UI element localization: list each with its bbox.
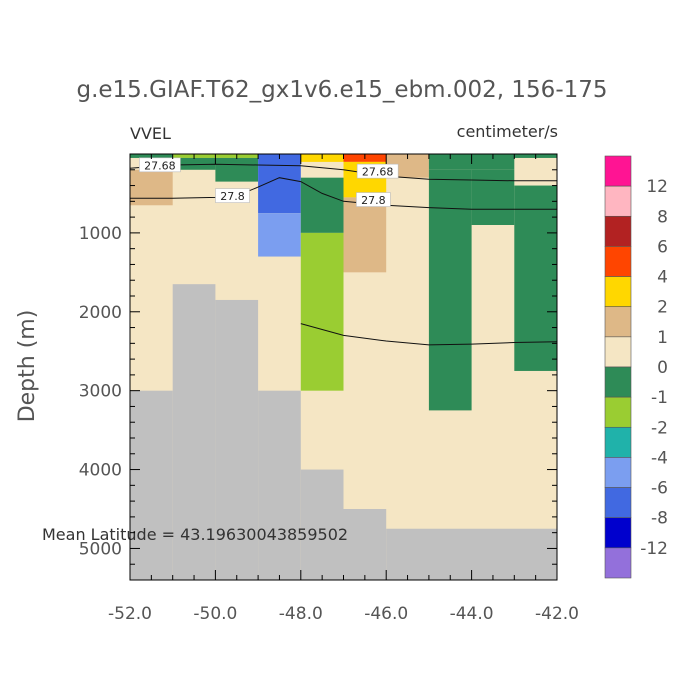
x-tick-label-1: -50.0	[193, 604, 237, 624]
colorbar-label-12: -12	[640, 539, 668, 559]
x-tick-label-3: -46.0	[364, 604, 408, 624]
plot-axes: -52.0 -50.0 -48.0 -46.0 -44.0 -42.0 1000 2000 30…	[79, 153, 579, 624]
y-tick-label-2: 3000	[79, 382, 122, 402]
velocity-cell-16	[471, 169, 515, 225]
colorbar-swatch-7	[604, 366, 632, 398]
units-label: centimeter/s	[457, 122, 558, 141]
contour-label-box-2	[356, 163, 399, 179]
land-mask-4	[300, 469, 344, 580]
y-tick-label-1: 2000	[79, 303, 122, 323]
colorbar-swatch-11	[604, 487, 632, 519]
land-mask-3	[258, 390, 301, 580]
colorbar: 12 8 6 4 2 1 0 -1 -2 -4 -6 -8 -12	[604, 155, 668, 579]
colorbar-swatch-0	[604, 155, 632, 187]
contour-label-2: 27.68	[362, 166, 394, 179]
colorbar-swatch-8	[604, 396, 632, 428]
colorbar-label-7: -1	[651, 388, 668, 408]
velocity-cell-12	[343, 197, 387, 273]
land-mask-0	[130, 390, 173, 580]
colorbar-swatch-4	[604, 276, 632, 308]
land-mask-5	[343, 509, 387, 580]
chart-title: g.e15.GIAF.T62_gx1v6.e15_ebm.002, 156-17…	[76, 77, 607, 103]
colorbar-swatch-9	[604, 426, 632, 458]
colorbar-label-9: -4	[651, 448, 668, 468]
colorbar-swatch-10	[604, 457, 632, 488]
contour-label-0: 27.68	[144, 159, 176, 172]
colorbar-label-5: 1	[657, 328, 668, 348]
y-tick-label-4: 5000	[79, 539, 122, 559]
colorbar-label-10: -6	[651, 479, 668, 499]
y-tick-label-0: 1000	[79, 224, 122, 244]
contour-line-2	[300, 323, 558, 346]
velocity-cell-18	[514, 185, 557, 371]
colorbar-label-3: 4	[657, 268, 668, 288]
colorbar-label-4: 2	[657, 298, 668, 318]
x-tick-label-0: -52.0	[108, 604, 152, 624]
velocity-cell-15	[428, 169, 472, 411]
colorbar-swatch-2	[604, 215, 632, 247]
x-tick-label-2: -48.0	[279, 604, 323, 624]
velocity-cell-3	[172, 157, 216, 170]
colorbar-label-11: -8	[651, 509, 668, 529]
colorbar-label-0: 12	[646, 177, 668, 197]
contour-label-box-0	[139, 157, 181, 173]
x-tick-label-4: -44.0	[450, 604, 494, 624]
contour-label-box-3	[356, 192, 391, 207]
variable-label: VVEL	[130, 124, 171, 143]
land-mask-2	[215, 299, 259, 580]
velocity-cell-9	[300, 232, 344, 391]
colorbar-label-8: -2	[651, 418, 668, 438]
velocity-cell-2	[130, 169, 173, 206]
colorbar-swatch-5	[604, 306, 632, 338]
colorbar-swatch-3	[604, 246, 632, 277]
colorbar-label-2: 6	[657, 237, 668, 257]
land-mask-1	[172, 284, 216, 580]
velocity-cell-5	[258, 154, 301, 214]
contour-lines: 27.68 27.8 27.68 27.8	[129, 157, 558, 346]
colorbar-swatch-13	[604, 547, 632, 579]
contour-label-3: 27.8	[361, 194, 386, 207]
velocity-cell-4	[215, 157, 259, 182]
x-tick-label-5: -42.0	[535, 604, 579, 624]
colorbar-swatch-12	[604, 517, 632, 549]
colorbar-swatch-1	[604, 185, 632, 217]
velocity-cell-6	[258, 213, 301, 257]
contour-label-box-1	[215, 188, 250, 203]
velocity-cell-8	[300, 177, 344, 233]
colorbar-label-6: 0	[657, 358, 668, 378]
mean-latitude-annotation: Mean Latitude = 43.19630043859502	[42, 525, 348, 544]
plot-area	[130, 154, 557, 580]
contour-label-1: 27.8	[220, 190, 245, 203]
y-tick-label-3: 4000	[79, 461, 122, 481]
colorbar-swatch-6	[604, 336, 632, 368]
y-axis-label: Depth (m)	[15, 310, 40, 423]
colorbar-label-1: 8	[657, 207, 668, 227]
